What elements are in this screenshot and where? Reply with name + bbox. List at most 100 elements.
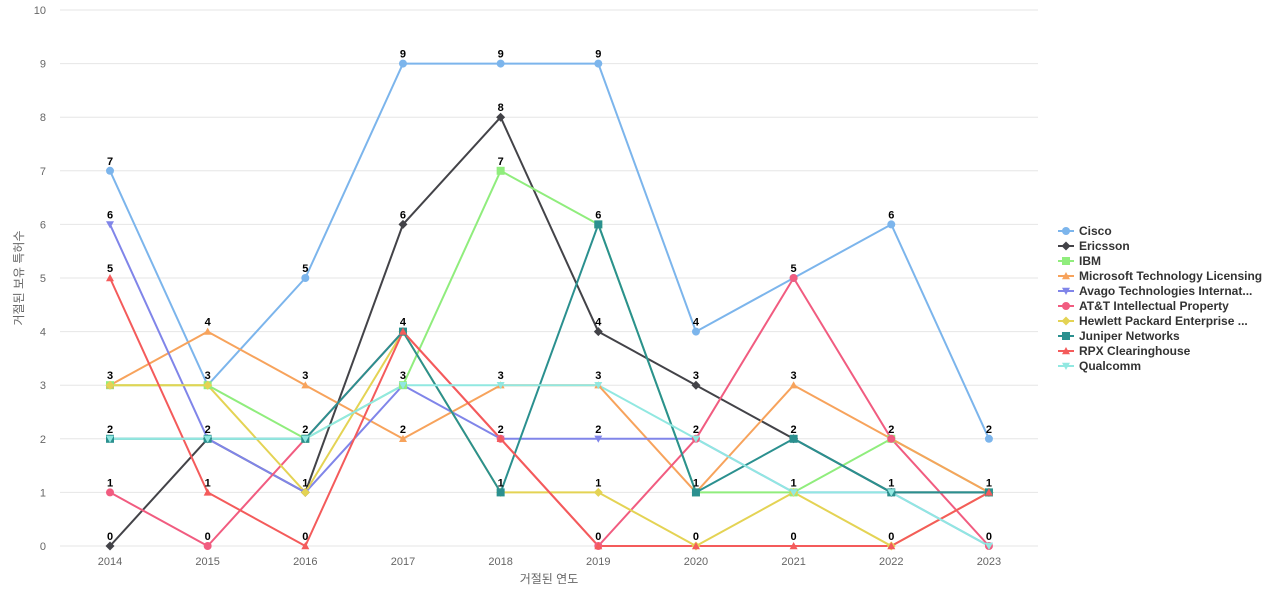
data-label: 1	[595, 477, 601, 489]
data-point-rpx-clearinghouse	[789, 542, 798, 550]
data-label: 3	[595, 370, 601, 382]
y-tick-label: 3	[40, 380, 46, 392]
data-label: 4	[595, 317, 602, 329]
data-point-qualcomm	[106, 435, 114, 443]
legend-symbol	[1062, 272, 1070, 280]
legend-symbol	[1062, 332, 1070, 340]
data-point-microsoft-technology-licensing	[203, 327, 212, 335]
data-label: 2	[498, 424, 504, 436]
y-tick-label: 8	[40, 112, 46, 124]
data-label: 0	[595, 531, 601, 543]
legend-label: Avago Technologies Internat...	[1079, 284, 1252, 298]
data-point-qualcomm	[496, 382, 505, 390]
legend-item-cisco[interactable]: Cisco	[1058, 224, 1112, 238]
x-tick-label: 2021	[781, 556, 805, 568]
data-label: 2	[107, 424, 113, 436]
data-point-rpx-clearinghouse	[984, 488, 993, 496]
legend-item-hewlett-packard-enterprise[interactable]: Hewlett Packard Enterprise ...	[1058, 314, 1248, 328]
y-tick-label: 7	[40, 166, 46, 178]
y-tick-label: 5	[40, 273, 46, 285]
series-line-qualcomm	[110, 384, 990, 547]
y-axis-title: 거절된 보유 특허수	[12, 231, 26, 326]
data-label: 3	[107, 370, 113, 382]
data-label: 3	[693, 370, 699, 382]
x-tick-label: 2015	[195, 556, 219, 568]
data-point-qualcomm	[887, 489, 896, 497]
data-point-hewlett-packard-enterprise	[203, 380, 213, 390]
x-tick-label: 2019	[586, 556, 610, 568]
data-label: 1	[107, 477, 113, 489]
data-label: 1	[302, 477, 308, 489]
legend-item-ericsson[interactable]: Ericsson	[1058, 239, 1130, 253]
legend-item-juniper-networks[interactable]: Juniper Networks	[1058, 329, 1180, 343]
grid	[60, 9, 1038, 547]
data-label: 5	[791, 263, 797, 275]
legend-item-ibm[interactable]: IBM	[1058, 254, 1101, 268]
data-label: 4	[400, 317, 407, 329]
data-point-rpx-clearinghouse	[691, 542, 700, 550]
data-label: 4	[693, 317, 700, 329]
data-label: 2	[693, 424, 699, 436]
data-label: 9	[498, 49, 504, 61]
data-point-hewlett-packard-enterprise	[300, 487, 310, 497]
data-label: 6	[107, 209, 113, 221]
data-label: 2	[302, 424, 308, 436]
data-label: 2	[205, 424, 211, 436]
data-label: 3	[205, 370, 211, 382]
series-lines	[109, 62, 990, 547]
y-axis-ticks: 0 1 2 3 4 5 6 7 8 9 10	[34, 5, 46, 553]
data-point-juniper-networks	[496, 488, 505, 497]
data-point-rpx-clearinghouse	[203, 488, 212, 496]
data-label: 0	[986, 531, 992, 543]
y-tick-label: 0	[40, 541, 46, 553]
data-point-cisco	[398, 59, 407, 68]
data-point-avago-technologies-internat	[106, 221, 114, 229]
legend-label: Hewlett Packard Enterprise ...	[1079, 314, 1248, 328]
data-label: 2	[888, 424, 894, 436]
legend-symbol	[1062, 287, 1070, 295]
legend-label: Qualcomm	[1079, 359, 1141, 373]
data-label: 0	[693, 531, 699, 543]
data-point-cisco	[594, 59, 603, 68]
y-tick-label: 9	[40, 59, 46, 71]
data-label: 2	[986, 424, 992, 436]
data-label: 1	[888, 477, 894, 489]
data-point-cisco	[301, 274, 310, 282]
data-point-at-t-intellectual-property	[106, 488, 114, 497]
legend-symbol	[1062, 362, 1070, 370]
y-tick-label: 2	[40, 434, 46, 446]
data-point-rpx-clearinghouse	[594, 542, 603, 550]
legend-item-rpx-clearinghouse[interactable]: RPX Clearinghouse	[1058, 344, 1191, 358]
data-point-at-t-intellectual-property	[203, 542, 212, 550]
legend-symbol	[1062, 227, 1070, 235]
data-point-qualcomm	[691, 435, 700, 443]
data-label: 0	[791, 531, 797, 543]
legend-item-qualcomm[interactable]: Qualcomm	[1058, 359, 1141, 373]
data-point-qualcomm	[203, 435, 212, 443]
data-point-cisco	[984, 434, 993, 443]
x-tick-label: 2016	[293, 556, 317, 568]
legend-item-microsoft-technology-licensing[interactable]: Microsoft Technology Licensing	[1058, 269, 1262, 283]
data-point-rpx-clearinghouse	[301, 542, 310, 550]
legend-label: Juniper Networks	[1079, 329, 1180, 343]
data-point-ericsson	[105, 541, 115, 551]
data-label: 0	[107, 531, 113, 543]
data-label: 3	[302, 370, 308, 382]
series-line-at-t-intellectual-property	[109, 277, 990, 547]
data-label: 0	[888, 531, 894, 543]
legend-item-at-t-intellectual-property[interactable]: AT&T Intellectual Property	[1058, 299, 1229, 313]
legend-item-avago-technologies-internat[interactable]: Avago Technologies Internat...	[1058, 284, 1252, 298]
data-label: 9	[400, 49, 406, 61]
data-point-cisco	[887, 220, 896, 229]
data-point-juniper-networks	[594, 220, 603, 229]
data-label: 7	[107, 156, 113, 168]
series-line-rpx-clearinghouse	[109, 277, 990, 547]
legend-label: Cisco	[1079, 224, 1112, 238]
data-label: 3	[498, 370, 504, 382]
data-label: 0	[302, 531, 308, 543]
legend-label: RPX Clearinghouse	[1079, 344, 1191, 358]
series-line-juniper-networks	[110, 223, 989, 494]
data-point-cisco	[691, 327, 700, 336]
y-tick-label: 4	[40, 327, 46, 339]
x-axis-title: 거절된 연도	[520, 572, 579, 586]
